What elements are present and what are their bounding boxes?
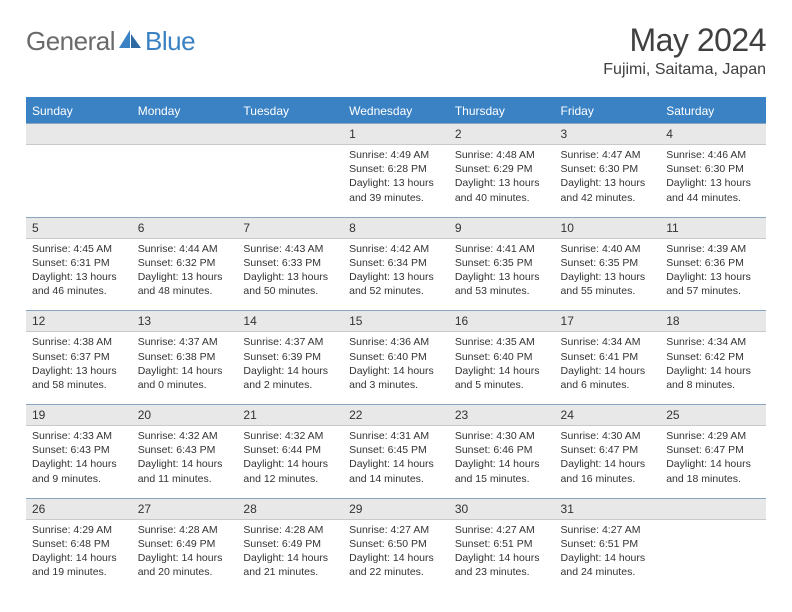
day-number: 15 — [343, 311, 449, 332]
day-number — [26, 124, 132, 145]
logo: General Blue — [26, 26, 195, 57]
day-detail: Sunrise: 4:47 AMSunset: 6:30 PMDaylight:… — [555, 145, 661, 218]
day-number: 9 — [449, 217, 555, 238]
week-row: 26 27 28 29 30 31 — [26, 498, 766, 519]
day-number: 8 — [343, 217, 449, 238]
day-number: 4 — [660, 124, 766, 145]
day-detail: Sunrise: 4:33 AMSunset: 6:43 PMDaylight:… — [26, 426, 132, 499]
day-number: 30 — [449, 498, 555, 519]
week-row: 5 6 7 8 9 10 11 — [26, 217, 766, 238]
day-number: 27 — [132, 498, 238, 519]
day-detail: Sunrise: 4:28 AMSunset: 6:49 PMDaylight:… — [132, 519, 238, 591]
day-number: 22 — [343, 405, 449, 426]
day-detail: Sunrise: 4:34 AMSunset: 6:42 PMDaylight:… — [660, 332, 766, 405]
day-number: 10 — [555, 217, 661, 238]
day-detail: Sunrise: 4:38 AMSunset: 6:37 PMDaylight:… — [26, 332, 132, 405]
day-number: 16 — [449, 311, 555, 332]
day-number: 28 — [237, 498, 343, 519]
day-number: 23 — [449, 405, 555, 426]
detail-row: Sunrise: 4:33 AMSunset: 6:43 PMDaylight:… — [26, 426, 766, 499]
day-detail: Sunrise: 4:30 AMSunset: 6:46 PMDaylight:… — [449, 426, 555, 499]
day-number — [660, 498, 766, 519]
days-of-week-row: Sunday Monday Tuesday Wednesday Thursday… — [26, 98, 766, 124]
day-number: 1 — [343, 124, 449, 145]
day-detail: Sunrise: 4:43 AMSunset: 6:33 PMDaylight:… — [237, 238, 343, 311]
day-detail: Sunrise: 4:32 AMSunset: 6:43 PMDaylight:… — [132, 426, 238, 499]
day-detail: Sunrise: 4:29 AMSunset: 6:48 PMDaylight:… — [26, 519, 132, 591]
day-detail: Sunrise: 4:34 AMSunset: 6:41 PMDaylight:… — [555, 332, 661, 405]
day-detail: Sunrise: 4:41 AMSunset: 6:35 PMDaylight:… — [449, 238, 555, 311]
day-number — [132, 124, 238, 145]
location: Fujimi, Saitama, Japan — [603, 61, 766, 79]
title-block: May 2024 Fujimi, Saitama, Japan — [603, 22, 766, 79]
day-detail: Sunrise: 4:49 AMSunset: 6:28 PMDaylight:… — [343, 145, 449, 218]
day-detail — [660, 519, 766, 591]
day-number: 14 — [237, 311, 343, 332]
week-row: 1 2 3 4 — [26, 124, 766, 145]
day-number: 12 — [26, 311, 132, 332]
day-detail — [26, 145, 132, 218]
logo-text-general: General — [26, 26, 115, 57]
day-detail: Sunrise: 4:40 AMSunset: 6:35 PMDaylight:… — [555, 238, 661, 311]
detail-row: Sunrise: 4:45 AMSunset: 6:31 PMDaylight:… — [26, 238, 766, 311]
calendar-page: General Blue May 2024 Fujimi, Saitama, J… — [0, 0, 792, 611]
dow-wednesday: Wednesday — [343, 98, 449, 124]
day-number: 31 — [555, 498, 661, 519]
dow-monday: Monday — [132, 98, 238, 124]
day-detail: Sunrise: 4:35 AMSunset: 6:40 PMDaylight:… — [449, 332, 555, 405]
day-number: 13 — [132, 311, 238, 332]
month-title: May 2024 — [603, 22, 766, 59]
calendar-table: Sunday Monday Tuesday Wednesday Thursday… — [26, 97, 766, 591]
day-number: 3 — [555, 124, 661, 145]
week-row: 19 20 21 22 23 24 25 — [26, 405, 766, 426]
day-detail: Sunrise: 4:29 AMSunset: 6:47 PMDaylight:… — [660, 426, 766, 499]
day-number: 5 — [26, 217, 132, 238]
day-number: 29 — [343, 498, 449, 519]
day-detail: Sunrise: 4:32 AMSunset: 6:44 PMDaylight:… — [237, 426, 343, 499]
day-detail: Sunrise: 4:48 AMSunset: 6:29 PMDaylight:… — [449, 145, 555, 218]
dow-saturday: Saturday — [660, 98, 766, 124]
logo-text-blue: Blue — [145, 26, 195, 57]
day-number: 11 — [660, 217, 766, 238]
day-detail: Sunrise: 4:27 AMSunset: 6:51 PMDaylight:… — [449, 519, 555, 591]
day-detail: Sunrise: 4:27 AMSunset: 6:50 PMDaylight:… — [343, 519, 449, 591]
day-number: 21 — [237, 405, 343, 426]
day-number: 19 — [26, 405, 132, 426]
sail-icon — [119, 30, 141, 50]
day-number: 7 — [237, 217, 343, 238]
day-detail: Sunrise: 4:31 AMSunset: 6:45 PMDaylight:… — [343, 426, 449, 499]
day-detail: Sunrise: 4:44 AMSunset: 6:32 PMDaylight:… — [132, 238, 238, 311]
day-detail — [132, 145, 238, 218]
header: General Blue May 2024 Fujimi, Saitama, J… — [26, 22, 766, 79]
day-detail: Sunrise: 4:37 AMSunset: 6:38 PMDaylight:… — [132, 332, 238, 405]
day-number: 24 — [555, 405, 661, 426]
week-row: 12 13 14 15 16 17 18 — [26, 311, 766, 332]
detail-row: Sunrise: 4:38 AMSunset: 6:37 PMDaylight:… — [26, 332, 766, 405]
day-detail: Sunrise: 4:37 AMSunset: 6:39 PMDaylight:… — [237, 332, 343, 405]
day-detail: Sunrise: 4:36 AMSunset: 6:40 PMDaylight:… — [343, 332, 449, 405]
dow-sunday: Sunday — [26, 98, 132, 124]
day-detail: Sunrise: 4:39 AMSunset: 6:36 PMDaylight:… — [660, 238, 766, 311]
dow-thursday: Thursday — [449, 98, 555, 124]
day-detail: Sunrise: 4:27 AMSunset: 6:51 PMDaylight:… — [555, 519, 661, 591]
day-detail: Sunrise: 4:30 AMSunset: 6:47 PMDaylight:… — [555, 426, 661, 499]
day-number: 17 — [555, 311, 661, 332]
day-detail: Sunrise: 4:46 AMSunset: 6:30 PMDaylight:… — [660, 145, 766, 218]
day-detail — [237, 145, 343, 218]
detail-row: Sunrise: 4:49 AMSunset: 6:28 PMDaylight:… — [26, 145, 766, 218]
day-detail: Sunrise: 4:42 AMSunset: 6:34 PMDaylight:… — [343, 238, 449, 311]
detail-row: Sunrise: 4:29 AMSunset: 6:48 PMDaylight:… — [26, 519, 766, 591]
day-detail: Sunrise: 4:28 AMSunset: 6:49 PMDaylight:… — [237, 519, 343, 591]
dow-friday: Friday — [555, 98, 661, 124]
day-number: 18 — [660, 311, 766, 332]
day-number: 6 — [132, 217, 238, 238]
day-number: 2 — [449, 124, 555, 145]
day-number: 26 — [26, 498, 132, 519]
day-number — [237, 124, 343, 145]
day-detail: Sunrise: 4:45 AMSunset: 6:31 PMDaylight:… — [26, 238, 132, 311]
dow-tuesday: Tuesday — [237, 98, 343, 124]
day-number: 20 — [132, 405, 238, 426]
day-number: 25 — [660, 405, 766, 426]
